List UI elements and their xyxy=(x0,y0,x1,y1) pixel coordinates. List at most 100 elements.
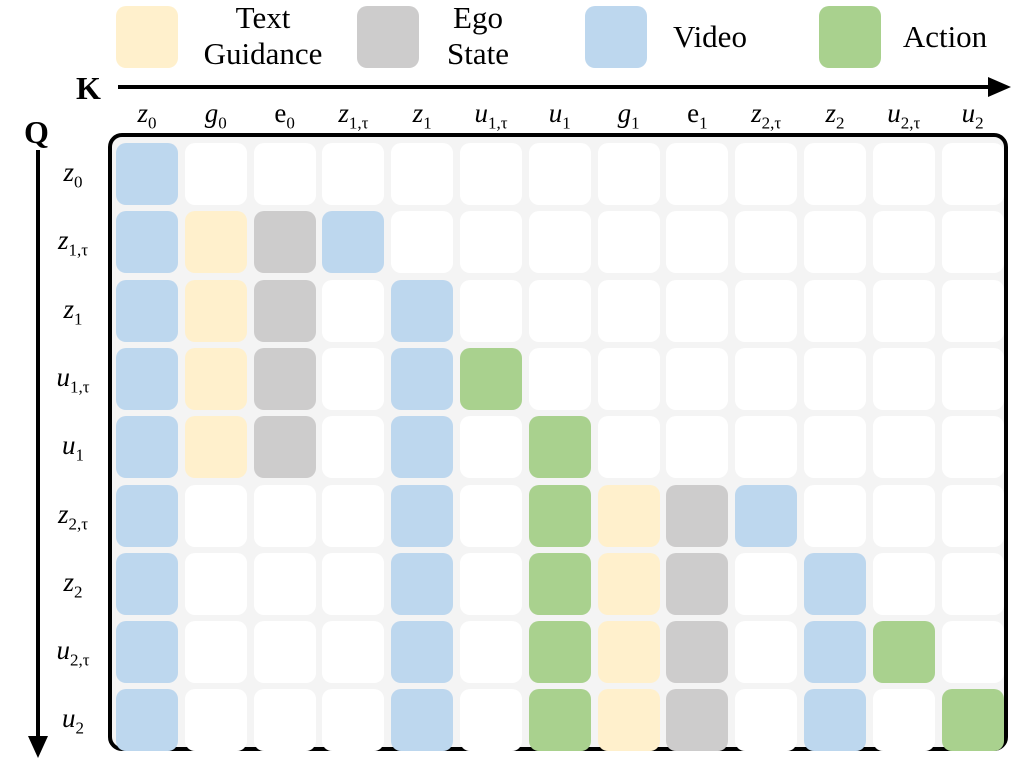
mask-cell xyxy=(528,689,591,752)
mask-cell xyxy=(322,347,385,410)
mask-cell xyxy=(322,143,385,205)
mask-cell xyxy=(322,416,385,479)
row-label: u1,τ xyxy=(56,361,90,397)
mask-cell xyxy=(184,552,247,615)
mask-cell xyxy=(253,347,316,410)
q-axis-arrow-head xyxy=(28,736,48,758)
attention-mask-grid xyxy=(108,133,1008,752)
mask-cell xyxy=(253,279,316,342)
mask-cell xyxy=(528,279,591,342)
mask-cell xyxy=(597,552,660,615)
mask-cell xyxy=(322,279,385,342)
mask-cell xyxy=(941,689,1004,752)
mask-cell xyxy=(184,689,247,752)
legend-video-label: Video xyxy=(673,19,747,54)
column-header: e1 xyxy=(687,98,708,133)
mask-cell xyxy=(666,347,729,410)
mask-cell xyxy=(941,143,1004,205)
mask-cell xyxy=(666,211,729,274)
mask-cell xyxy=(804,143,866,205)
mask-cell xyxy=(528,211,591,274)
column-header: e0 xyxy=(274,98,295,133)
mask-cell xyxy=(460,279,522,342)
row-label: u1 xyxy=(62,430,84,465)
mask-cell xyxy=(666,621,729,684)
legend-action-label: Action xyxy=(902,19,988,54)
mask-cell xyxy=(941,279,1004,342)
k-axis-arrow-head xyxy=(988,77,1011,97)
mask-cell xyxy=(735,211,798,274)
mask-cell xyxy=(253,143,316,205)
mask-cell xyxy=(528,347,591,410)
mask-cell xyxy=(391,347,454,410)
mask-cell xyxy=(184,621,247,684)
mask-cell xyxy=(597,416,660,479)
row-label: z2 xyxy=(63,566,83,602)
mask-cell xyxy=(253,416,316,479)
mask-cell xyxy=(735,552,798,615)
mask-cell xyxy=(391,211,454,274)
mask-cell xyxy=(116,552,178,615)
mask-cell xyxy=(116,347,178,410)
column-header: u2 xyxy=(961,98,984,133)
row-label: u2 xyxy=(62,703,84,738)
mask-cell xyxy=(116,279,178,342)
mask-cell xyxy=(253,211,316,274)
mask-cell xyxy=(528,621,591,684)
mask-cell xyxy=(872,347,935,410)
row-label: z1 xyxy=(63,293,83,328)
mask-cell xyxy=(735,484,798,547)
mask-cell xyxy=(116,143,178,205)
mask-cell xyxy=(666,484,729,547)
mask-cell xyxy=(391,689,454,752)
mask-cell xyxy=(872,552,935,615)
mask-cell xyxy=(872,279,935,342)
mask-cell xyxy=(735,347,798,410)
mask-cell xyxy=(322,689,385,752)
mask-cell xyxy=(391,279,454,342)
mask-cell xyxy=(528,143,591,205)
mask-cell xyxy=(735,621,798,684)
mask-cell xyxy=(872,689,935,752)
mask-cell xyxy=(253,689,316,752)
mask-cell xyxy=(804,689,866,752)
mask-cell xyxy=(735,143,798,205)
mask-cell xyxy=(253,621,316,684)
legend-text-swatch xyxy=(116,6,178,68)
mask-cell xyxy=(597,143,660,205)
mask-cell xyxy=(184,347,247,410)
column-header: z2 xyxy=(825,98,845,133)
mask-cell xyxy=(735,416,798,479)
column-header: u1,τ xyxy=(474,98,508,133)
mask-cell xyxy=(597,347,660,410)
mask-cell xyxy=(804,621,866,684)
column-header: u2,τ xyxy=(887,98,921,133)
mask-cell xyxy=(872,416,935,479)
mask-cell xyxy=(253,484,316,547)
mask-cell xyxy=(804,552,866,615)
mask-cell xyxy=(941,484,1004,547)
mask-cell xyxy=(666,416,729,479)
mask-cell xyxy=(597,279,660,342)
mask-cell xyxy=(735,689,798,752)
row-label: z2,τ xyxy=(57,498,89,533)
column-header: z2,τ xyxy=(751,98,782,133)
mask-cell xyxy=(872,484,935,547)
mask-cell xyxy=(322,484,385,547)
mask-cell xyxy=(872,143,935,205)
mask-cell xyxy=(116,211,178,274)
mask-cell xyxy=(804,347,866,410)
column-header: u1 xyxy=(548,98,571,133)
mask-cell xyxy=(460,484,522,547)
mask-cell xyxy=(804,416,866,479)
mask-cell xyxy=(597,689,660,752)
legend-text-label: Text Guidance xyxy=(203,0,323,71)
mask-cell xyxy=(735,279,798,342)
mask-cell xyxy=(872,621,935,684)
mask-cell xyxy=(322,621,385,684)
mask-cell xyxy=(391,143,454,205)
mask-cell xyxy=(116,484,178,547)
mask-cell xyxy=(804,211,866,274)
mask-cell xyxy=(460,416,522,479)
mask-cell xyxy=(941,621,1004,684)
